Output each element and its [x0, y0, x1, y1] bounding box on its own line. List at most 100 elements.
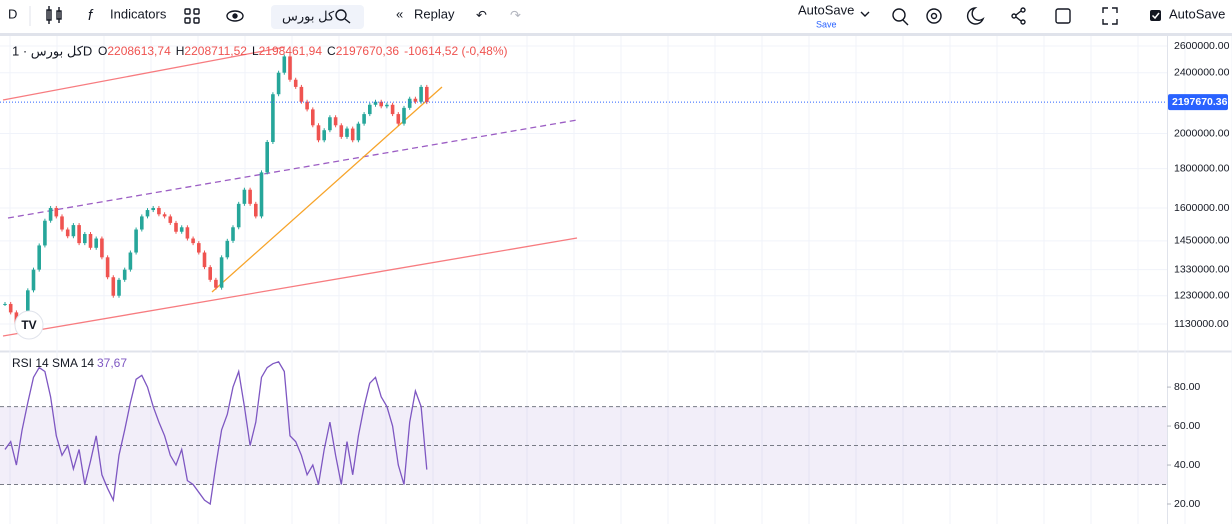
rsi-title: RSI 14 SMA 14	[12, 356, 94, 370]
trend-line	[211, 86, 443, 293]
h-label: H	[176, 44, 185, 58]
save-status: Save	[816, 19, 837, 29]
indicators-button[interactable]: Indicators	[110, 6, 167, 21]
theme-button[interactable]	[966, 7, 985, 25]
y-tick-label: 1450000.00	[1174, 235, 1230, 247]
autosave-checkbox[interactable]	[1150, 10, 1161, 21]
candle-body	[396, 114, 401, 124]
channel-line	[2, 46, 286, 101]
o-value: 2208613,74	[107, 44, 171, 58]
snapshot-button[interactable]	[1055, 8, 1071, 24]
candle-body	[105, 257, 110, 278]
candle-body	[271, 94, 275, 142]
candle-body	[134, 229, 138, 253]
indicators-icon[interactable]: f	[88, 7, 94, 24]
candle-body	[368, 104, 372, 115]
autosave-button[interactable]: AutoSave	[798, 2, 854, 17]
candle-body	[390, 104, 395, 115]
candle-body	[333, 117, 338, 126]
candle-body	[259, 172, 264, 217]
autosave-dropdown[interactable]	[860, 11, 870, 17]
symbol-search-text[interactable]: کل بورس	[282, 8, 335, 24]
y-tick-label: 1800000.00	[1174, 162, 1230, 174]
interval-button[interactable]: D	[8, 6, 17, 21]
candle-body	[379, 101, 383, 107]
symbol-search-box[interactable]	[271, 5, 364, 29]
autosave-toggle-label[interactable]: AutoSave	[1169, 6, 1225, 21]
change-value: -10614,52 (-0,48%)	[404, 44, 507, 58]
redo-button[interactable]: ↷	[510, 7, 521, 22]
candles	[3, 54, 429, 328]
fullscreen-button[interactable]	[1102, 7, 1118, 25]
candle-body	[26, 290, 30, 319]
candle-body	[128, 252, 133, 270]
o-label: O	[98, 44, 107, 58]
visibility-button[interactable]	[226, 10, 244, 22]
candle-body	[214, 279, 218, 288]
candle-body	[231, 227, 235, 241]
candle-body	[48, 207, 53, 221]
l-value: 2198461,94	[259, 44, 323, 58]
candle-body	[122, 269, 127, 280]
replay-icon[interactable]: «	[396, 6, 403, 21]
candle-body	[305, 101, 309, 110]
candle-body	[328, 117, 332, 131]
replay-button[interactable]: Replay	[414, 6, 455, 21]
candle-body	[71, 225, 76, 237]
candle-body	[385, 104, 389, 107]
y-tick-label: 20.00	[1174, 498, 1200, 510]
candle-body	[94, 238, 98, 248]
y-tick-label: 40.00	[1174, 459, 1200, 471]
candle-body	[179, 227, 184, 232]
ohlc-legend: O2208613,74 H2208711,52 L2198461,94 C219767…	[98, 44, 508, 58]
candle-body	[65, 229, 70, 237]
checkmark	[1151, 12, 1160, 20]
grid	[0, 36, 1232, 524]
candle-body	[54, 207, 59, 217]
candle-body	[345, 128, 349, 137]
candle-body	[311, 109, 315, 126]
candle-body	[8, 303, 13, 313]
candle-body	[145, 210, 150, 217]
candle-body	[413, 98, 418, 102]
candle-body	[140, 216, 144, 230]
y-tick-label: 1230000.00	[1174, 289, 1230, 301]
y-tick-label: 80.00	[1174, 381, 1200, 393]
logo-mark: TV	[21, 318, 36, 332]
y-tick-label: 1130000.00	[1174, 318, 1229, 330]
candle-body	[356, 123, 361, 141]
y-tick-label: 2600000.00	[1174, 40, 1230, 52]
rsi-value: 37,67	[97, 356, 127, 370]
channel-midline	[7, 119, 578, 219]
candle-body	[185, 227, 190, 239]
chart-type-button[interactable]	[46, 6, 62, 24]
y-tick-label: 2400000.00	[1174, 66, 1230, 78]
candle-body	[322, 130, 326, 141]
share-button[interactable]	[1011, 7, 1026, 25]
candle-body	[225, 240, 230, 258]
candle-body	[43, 220, 47, 246]
candle-body	[407, 98, 412, 108]
candle-body	[350, 128, 355, 141]
c-label: C	[327, 44, 336, 58]
undo-button[interactable]: ↶	[476, 7, 487, 22]
candle-body	[419, 86, 423, 102]
candle-body	[362, 114, 366, 124]
candle-body	[88, 233, 93, 248]
candle-body	[117, 279, 121, 296]
candle-body	[293, 79, 298, 87]
settings-button[interactable]	[926, 8, 942, 24]
candle-body	[77, 225, 81, 244]
candle-body	[37, 245, 41, 270]
quick-search-button[interactable]	[892, 8, 909, 26]
candle-body	[316, 125, 321, 141]
candle-body	[425, 86, 429, 103]
candle-body	[31, 269, 36, 291]
candle-body	[202, 252, 207, 268]
y-tick-label: 1600000.00	[1174, 202, 1230, 214]
logo[interactable]	[14, 310, 44, 340]
h-value: 2208711,52	[184, 44, 247, 58]
y-tick-label: 2000000.00	[1174, 127, 1230, 139]
templates-button[interactable]	[184, 8, 200, 24]
